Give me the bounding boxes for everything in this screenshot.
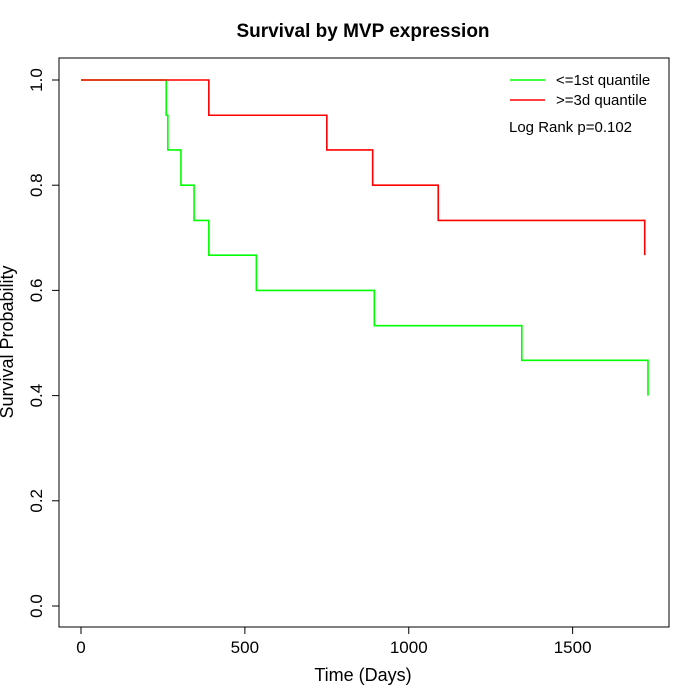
y-tick-label: 0.4 xyxy=(27,384,46,408)
legend: <=1st quantile >=3d quantile xyxy=(510,72,650,109)
chart-title: Survival by MVP expression xyxy=(236,21,489,42)
plot-frame xyxy=(58,57,670,628)
y-axis-label: Survival Probability xyxy=(0,265,17,418)
x-tick-label: 500 xyxy=(231,638,259,657)
y-tick-label: 0.0 xyxy=(27,594,46,618)
series-layer xyxy=(81,79,649,396)
x-tick-label: 1000 xyxy=(390,638,428,657)
x-tick-label: 1500 xyxy=(554,638,592,657)
y-tick-label: 0.6 xyxy=(27,279,46,303)
logrank-annotation: Log Rank p=0.102 xyxy=(509,119,632,136)
legend-label-2: >=3d quantile xyxy=(556,92,647,109)
y-tick-label: 0.8 xyxy=(27,173,46,197)
y-tick-label: 1.0 xyxy=(27,68,46,92)
y-tick-label: 0.2 xyxy=(27,489,46,513)
x-axis: 0 500 1000 1500 xyxy=(76,626,592,657)
series-line-2 xyxy=(81,79,646,256)
x-axis-label: Time (Days) xyxy=(314,665,411,685)
series-line-1 xyxy=(81,79,649,396)
legend-label-1: <=1st quantile xyxy=(556,72,650,89)
x-tick-label: 0 xyxy=(76,638,85,657)
y-axis: 0.0 0.2 0.4 0.6 0.8 1.0 xyxy=(27,68,60,618)
